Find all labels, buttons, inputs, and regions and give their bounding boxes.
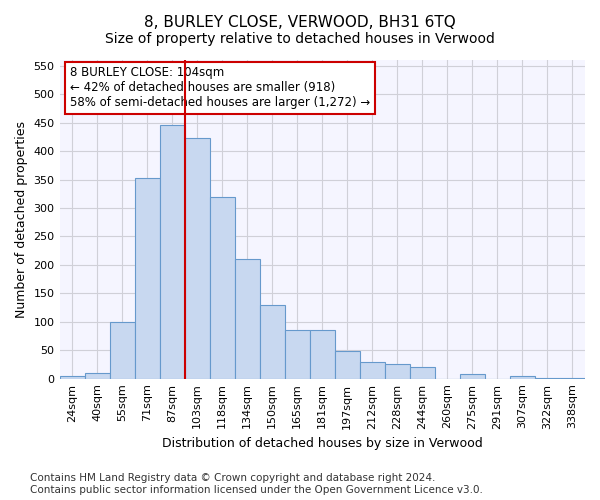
Bar: [260, 304, 285, 378]
X-axis label: Distribution of detached houses by size in Verwood: Distribution of detached houses by size …: [162, 437, 482, 450]
Text: 8 BURLEY CLOSE: 104sqm
← 42% of detached houses are smaller (918)
58% of semi-de: 8 BURLEY CLOSE: 104sqm ← 42% of detached…: [70, 66, 370, 110]
Bar: [410, 368, 435, 378]
Text: Contains HM Land Registry data © Crown copyright and database right 2024.
Contai: Contains HM Land Registry data © Crown c…: [30, 474, 483, 495]
Bar: [335, 352, 360, 378]
Bar: [235, 259, 260, 378]
Text: Size of property relative to detached houses in Verwood: Size of property relative to detached ho…: [105, 32, 495, 46]
Bar: [185, 138, 209, 378]
Text: 8, BURLEY CLOSE, VERWOOD, BH31 6TQ: 8, BURLEY CLOSE, VERWOOD, BH31 6TQ: [144, 15, 456, 30]
Bar: [310, 330, 335, 378]
Bar: [285, 330, 310, 378]
Bar: [134, 178, 160, 378]
Bar: [160, 126, 185, 378]
Bar: [209, 196, 235, 378]
Bar: [110, 322, 134, 378]
Bar: [460, 374, 485, 378]
Bar: [59, 376, 85, 378]
Bar: [85, 373, 110, 378]
Bar: [360, 362, 385, 378]
Bar: [385, 364, 410, 378]
Y-axis label: Number of detached properties: Number of detached properties: [15, 121, 28, 318]
Bar: [510, 376, 535, 378]
